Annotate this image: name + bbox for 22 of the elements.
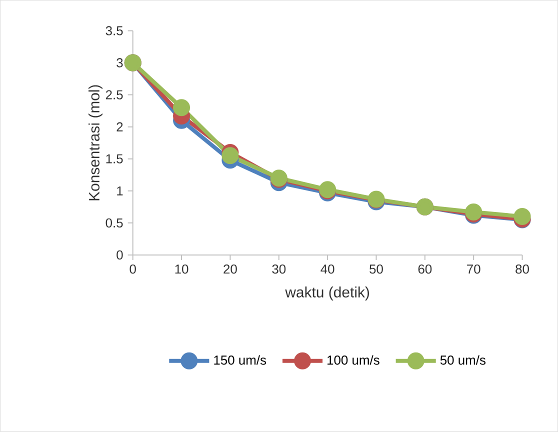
- x-tick-label: 50: [370, 264, 383, 274]
- y-tick-label: 1: [117, 186, 123, 196]
- x-tick-label: 80: [516, 264, 529, 274]
- x-tick-label: 0: [130, 264, 136, 274]
- y-tick-label: 3: [116, 58, 123, 68]
- y-axis-title: Konsentrasi (mol): [88, 85, 102, 200]
- x-tick-label: 30: [272, 264, 286, 274]
- legend-label: 100 um/s: [328, 355, 380, 365]
- y-tick-label: 0.5: [106, 218, 123, 228]
- x-tick-label: 40: [320, 264, 334, 274]
- y-tick-label: 2.5: [106, 90, 123, 100]
- x-axis-title: waktu (detik): [285, 286, 370, 301]
- y-tick-label: 2: [116, 122, 123, 132]
- x-tick-label: 70: [467, 264, 480, 274]
- x-tick-label: 20: [224, 264, 237, 274]
- y-tick-label: 1.5: [106, 154, 123, 164]
- y-tick-label: 0: [116, 250, 123, 260]
- x-tick-label: 10: [175, 264, 188, 274]
- x-tick-label: 60: [418, 264, 432, 274]
- legend-label: 150 um/s: [214, 355, 266, 365]
- legend-label: 50 um/s: [440, 355, 486, 365]
- y-tick-label: 3.5: [106, 26, 123, 36]
